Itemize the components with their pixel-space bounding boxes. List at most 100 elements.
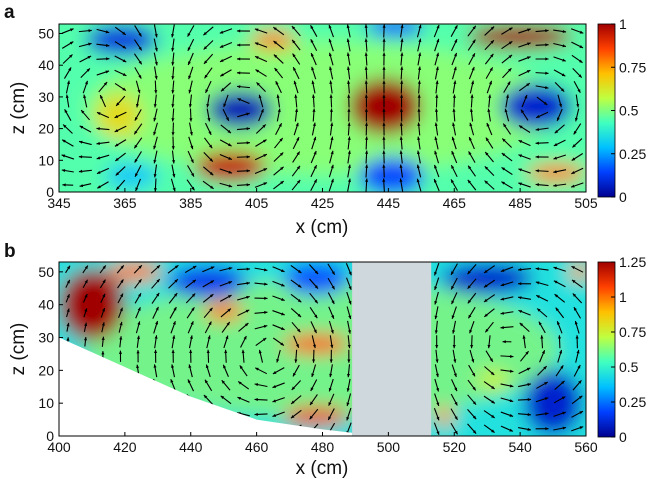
velocity-arrow-head xyxy=(263,182,268,186)
velocity-arrow-head xyxy=(189,131,193,136)
velocity-arrow-head xyxy=(156,265,161,269)
x-tick-label: 400 xyxy=(47,439,71,455)
velocity-arrow-head xyxy=(571,266,576,270)
velocity-arrow-head xyxy=(116,186,120,190)
velocity-arrow-head xyxy=(490,26,495,30)
velocity-arrow-head xyxy=(209,158,213,162)
velocity-arrow-head xyxy=(172,187,176,192)
velocity-arrow-head xyxy=(467,285,471,289)
velocity-arrow-head xyxy=(221,87,225,92)
velocity-arrow-head xyxy=(84,322,88,327)
velocity-arrow-head xyxy=(96,156,101,160)
velocity-arrow-head xyxy=(280,269,285,272)
heatmap-feature xyxy=(467,24,573,50)
velocity-arrow-head xyxy=(330,329,334,334)
velocity-arrow-head xyxy=(171,146,175,150)
velocity-arrow-head xyxy=(469,329,473,334)
velocity-arrow-head xyxy=(209,144,213,149)
velocity-arrow-head xyxy=(434,150,438,155)
colorbar-tick-label: 1.25 xyxy=(619,254,646,270)
y-tick-label: 10 xyxy=(38,395,54,411)
velocity-arrow-head xyxy=(416,178,420,183)
velocity-arrow-head xyxy=(518,310,523,314)
x-tick-label: 440 xyxy=(179,439,203,455)
velocity-arrow-head xyxy=(400,24,404,29)
velocity-arrow-head xyxy=(571,170,575,174)
velocity-arrow-head xyxy=(311,66,315,71)
velocity-arrow-head xyxy=(239,365,243,369)
velocity-arrow-head xyxy=(435,373,439,378)
velocity-arrow-head xyxy=(471,80,475,85)
velocity-arrow-head xyxy=(154,90,158,94)
velocity-arrow-head xyxy=(451,285,455,290)
velocity-arrow-head xyxy=(138,293,142,297)
velocity-arrow-head xyxy=(311,80,315,85)
velocity-arrow-head xyxy=(122,31,126,35)
velocity-arrow-head xyxy=(504,108,508,113)
velocity-arrow-head xyxy=(310,387,314,392)
heatmap-wash xyxy=(85,40,560,176)
y-tick-label: 30 xyxy=(38,330,54,346)
velocity-arrow-head xyxy=(296,151,300,156)
velocity-arrow-head xyxy=(535,183,539,187)
velocity-arrow-head xyxy=(328,52,332,57)
velocity-arrow-head xyxy=(399,150,403,154)
velocity-arrow-head xyxy=(467,299,472,304)
velocity-arrow-head xyxy=(561,396,566,400)
velocity-arrow-head xyxy=(293,80,297,85)
velocity-arrow-head xyxy=(508,68,512,72)
velocity-arrow-head xyxy=(545,57,549,61)
velocity-arrow-head xyxy=(454,430,458,435)
heatmap-feature xyxy=(348,77,422,135)
velocity-arrow-head xyxy=(62,139,66,143)
velocity-arrow-head xyxy=(291,400,295,404)
velocity-arrow-head xyxy=(188,61,191,65)
velocity-arrow-head xyxy=(435,66,439,71)
colorbar-tick-label: 0.25 xyxy=(619,146,646,162)
velocity-arrow-head xyxy=(102,307,105,312)
velocity-arrow-head xyxy=(400,80,404,84)
velocity-arrow-head xyxy=(500,283,505,287)
velocity-arrow-head xyxy=(348,286,352,290)
velocity-arrow-head xyxy=(417,122,421,126)
velocity-arrow-head xyxy=(102,293,106,298)
velocity-arrow-head xyxy=(246,295,250,299)
velocity-arrow-head xyxy=(191,173,194,177)
velocity-arrow-head xyxy=(574,117,578,122)
velocity-arrow-head xyxy=(153,117,157,122)
y-tick-label: 30 xyxy=(38,89,54,105)
velocity-arrow-head xyxy=(553,143,558,146)
velocity-arrow-head xyxy=(331,300,335,305)
velocity-arrow-head xyxy=(331,271,335,275)
velocity-arrow-head xyxy=(578,74,582,78)
velocity-arrow-head xyxy=(156,292,160,297)
velocity-arrow-head xyxy=(491,400,495,404)
velocity-arrow-head xyxy=(262,337,267,342)
velocity-arrow-head xyxy=(114,143,119,147)
velocity-arrow-head xyxy=(400,38,404,42)
velocity-arrow-head xyxy=(346,416,350,421)
panel-b-colorbar xyxy=(597,261,616,438)
velocity-arrow-head xyxy=(435,94,439,98)
velocity-arrow-head xyxy=(365,164,369,168)
velocity-arrow-head xyxy=(154,75,158,80)
velocity-arrow-head xyxy=(329,66,333,71)
velocity-arrow-head xyxy=(579,59,583,63)
velocity-arrow-head xyxy=(527,383,531,387)
velocity-arrow-head xyxy=(84,279,88,284)
velocity-arrow-head xyxy=(102,279,106,284)
velocity-arrow-head xyxy=(236,43,241,47)
velocity-arrow-head xyxy=(545,412,549,416)
velocity-arrow-head xyxy=(134,144,138,149)
velocity-arrow-head xyxy=(452,122,456,127)
velocity-arrow-head xyxy=(436,402,440,406)
velocity-arrow-head xyxy=(575,335,579,339)
velocity-arrow-head xyxy=(434,122,438,126)
velocity-arrow-head xyxy=(451,165,455,169)
panel-b-y-ticks: 0 10 20 30 40 50 xyxy=(38,264,63,444)
velocity-arrow-head xyxy=(203,60,208,64)
velocity-arrow-head xyxy=(329,373,333,378)
velocity-arrow-head xyxy=(454,39,458,43)
velocity-arrow-head xyxy=(114,114,119,118)
velocity-arrow-head xyxy=(207,117,211,122)
